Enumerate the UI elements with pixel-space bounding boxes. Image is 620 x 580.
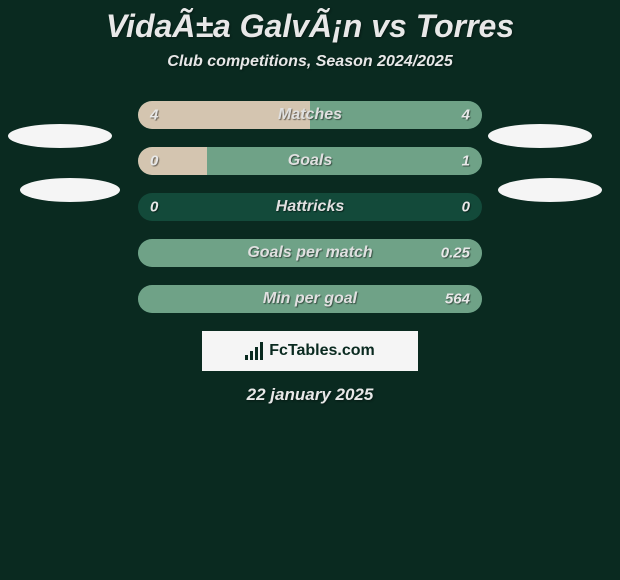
decorative-ellipse xyxy=(488,124,592,148)
logo-box: FcTables.com xyxy=(202,331,418,371)
bar-chart-icon xyxy=(245,342,263,360)
stat-label: Matches xyxy=(278,106,342,124)
stat-value-right: 1 xyxy=(462,153,470,170)
stat-label: Hattricks xyxy=(276,198,344,216)
stat-fill-right xyxy=(207,147,482,175)
stat-label: Min per goal xyxy=(263,290,357,308)
stat-row: Goals per match 0.25 xyxy=(138,239,482,267)
decorative-ellipse xyxy=(8,124,112,148)
stat-row: Goals 0 1 xyxy=(138,147,482,175)
page-title: VidaÃ±a GalvÃ¡n vs Torres xyxy=(0,0,620,45)
stat-value-left: 0 xyxy=(150,199,158,216)
stat-value-left: 4 xyxy=(150,107,158,124)
decorative-ellipse xyxy=(498,178,602,202)
logo-text: FcTables.com xyxy=(269,342,375,360)
stat-value-right: 0 xyxy=(462,199,470,216)
stat-label: Goals per match xyxy=(247,244,372,262)
stat-row: Hattricks 0 0 xyxy=(138,193,482,221)
stat-row: Matches 4 4 xyxy=(138,101,482,129)
stat-value-left: 0 xyxy=(150,153,158,170)
stat-row: Min per goal 564 xyxy=(138,285,482,313)
stats-comparison: Matches 4 4 Goals 0 1 Hattricks 0 0 Goals per mat… xyxy=(138,101,482,313)
stat-value-right: 0.25 xyxy=(441,245,470,262)
subtitle: Club competitions, Season 2024/2025 xyxy=(0,53,620,71)
stat-value-right: 564 xyxy=(445,291,470,308)
decorative-ellipse xyxy=(20,178,120,202)
stat-fill-left xyxy=(138,147,207,175)
stat-label: Goals xyxy=(288,152,332,170)
stat-value-right: 4 xyxy=(462,107,470,124)
date-text: 22 january 2025 xyxy=(0,385,620,405)
